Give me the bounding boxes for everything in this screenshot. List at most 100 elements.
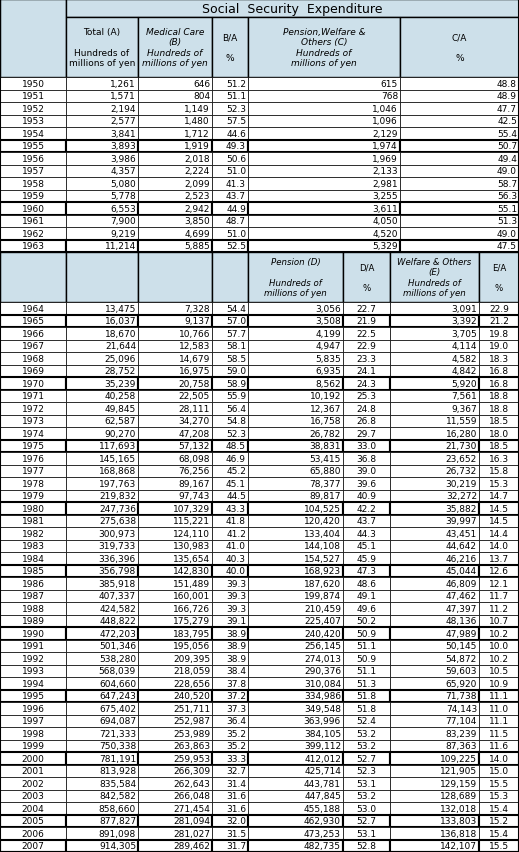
Bar [343,615,390,627]
Bar [390,565,479,578]
Text: 38.9: 38.9 [226,629,246,638]
Bar [66,78,138,90]
Bar [390,752,479,764]
Bar [0,440,66,452]
Bar [390,353,479,365]
Bar [212,153,248,165]
Bar [248,390,343,402]
Bar [390,440,479,452]
Bar [390,503,479,515]
Text: 568,039: 568,039 [99,666,136,676]
Text: 3,705: 3,705 [451,330,477,338]
Bar [0,78,66,90]
Text: 49.4: 49.4 [497,154,517,164]
Text: 33.0: 33.0 [357,441,377,451]
Text: 22.5: 22.5 [357,330,376,338]
Bar [66,615,138,627]
Bar [212,340,248,353]
Text: 38.9: 38.9 [226,642,246,650]
Bar [212,240,248,253]
Text: 1987: 1987 [21,591,45,601]
Text: 1953: 1953 [21,117,45,126]
Text: 166,726: 166,726 [173,604,210,613]
Text: 11.0: 11.0 [489,704,509,713]
Text: 15.0: 15.0 [489,766,509,775]
Text: 1980: 1980 [21,504,45,513]
Bar [248,727,343,740]
Bar [212,203,248,216]
Bar [212,128,248,141]
Bar [479,353,519,365]
Bar [0,203,66,216]
Text: 50.9: 50.9 [357,629,377,638]
Text: 462,930: 462,930 [304,816,341,826]
Text: 22.9: 22.9 [357,342,376,351]
Bar [390,827,479,839]
Bar [0,477,66,490]
Text: 12,583: 12,583 [179,342,210,351]
Bar [212,815,248,827]
Bar [66,515,138,527]
Text: 183,795: 183,795 [173,629,210,638]
Bar [343,578,390,590]
Text: 35,239: 35,239 [105,379,136,389]
Bar [343,764,390,777]
Text: 1995: 1995 [21,692,45,700]
Bar [343,315,390,328]
Text: 53.2: 53.2 [357,741,376,751]
Bar [138,178,212,190]
Bar [248,665,343,677]
Text: 646: 646 [193,79,210,89]
Text: 28,752: 28,752 [105,367,136,376]
Text: 48.5: 48.5 [226,441,246,451]
Bar [248,452,343,465]
Text: 1977: 1977 [21,467,45,475]
Text: 615: 615 [381,79,398,89]
Bar [248,527,343,540]
Bar [66,590,138,602]
Text: 14.0: 14.0 [489,754,509,763]
Text: 13.7: 13.7 [489,554,509,563]
Text: 31.7: 31.7 [226,841,246,850]
Text: 7,328: 7,328 [184,304,210,314]
Bar [248,340,343,353]
Text: 11,214: 11,214 [105,242,136,251]
Bar [138,128,212,141]
Text: 44.3: 44.3 [357,529,376,538]
Text: 2,133: 2,133 [372,167,398,176]
Text: 425,714: 425,714 [304,766,341,775]
Text: 15.2: 15.2 [489,816,509,826]
Text: 35.2: 35.2 [226,741,246,751]
Text: 5,080: 5,080 [110,180,136,188]
Bar [343,452,390,465]
Bar [248,377,343,390]
Text: 1955: 1955 [21,142,45,151]
Text: 42.2: 42.2 [357,504,376,513]
Bar [479,452,519,465]
Text: 53.1: 53.1 [357,829,377,838]
Bar [66,490,138,503]
Text: 218,059: 218,059 [173,666,210,676]
Bar [212,477,248,490]
Text: 18,670: 18,670 [104,330,136,338]
Bar [343,740,390,752]
Text: 14,679: 14,679 [179,354,210,363]
Bar [343,340,390,353]
Bar [66,465,138,477]
Text: 228,656: 228,656 [173,679,210,688]
Text: 32,272: 32,272 [446,492,477,501]
Bar [212,665,248,677]
Bar [212,103,248,115]
Text: 41.8: 41.8 [226,516,246,526]
Bar [66,216,138,227]
Text: 45.9: 45.9 [357,554,376,563]
Bar [248,640,343,653]
Text: 10.7: 10.7 [489,617,509,625]
Bar [343,715,390,727]
Text: Pension,Welfare &
Others (C)
Hundreds of
millions of yen: Pension,Welfare & Others (C) Hundreds of… [283,28,365,67]
Bar [212,227,248,240]
Bar [138,740,212,752]
Text: 57.7: 57.7 [226,330,246,338]
Bar [248,677,343,689]
Text: 4,357: 4,357 [111,167,136,176]
